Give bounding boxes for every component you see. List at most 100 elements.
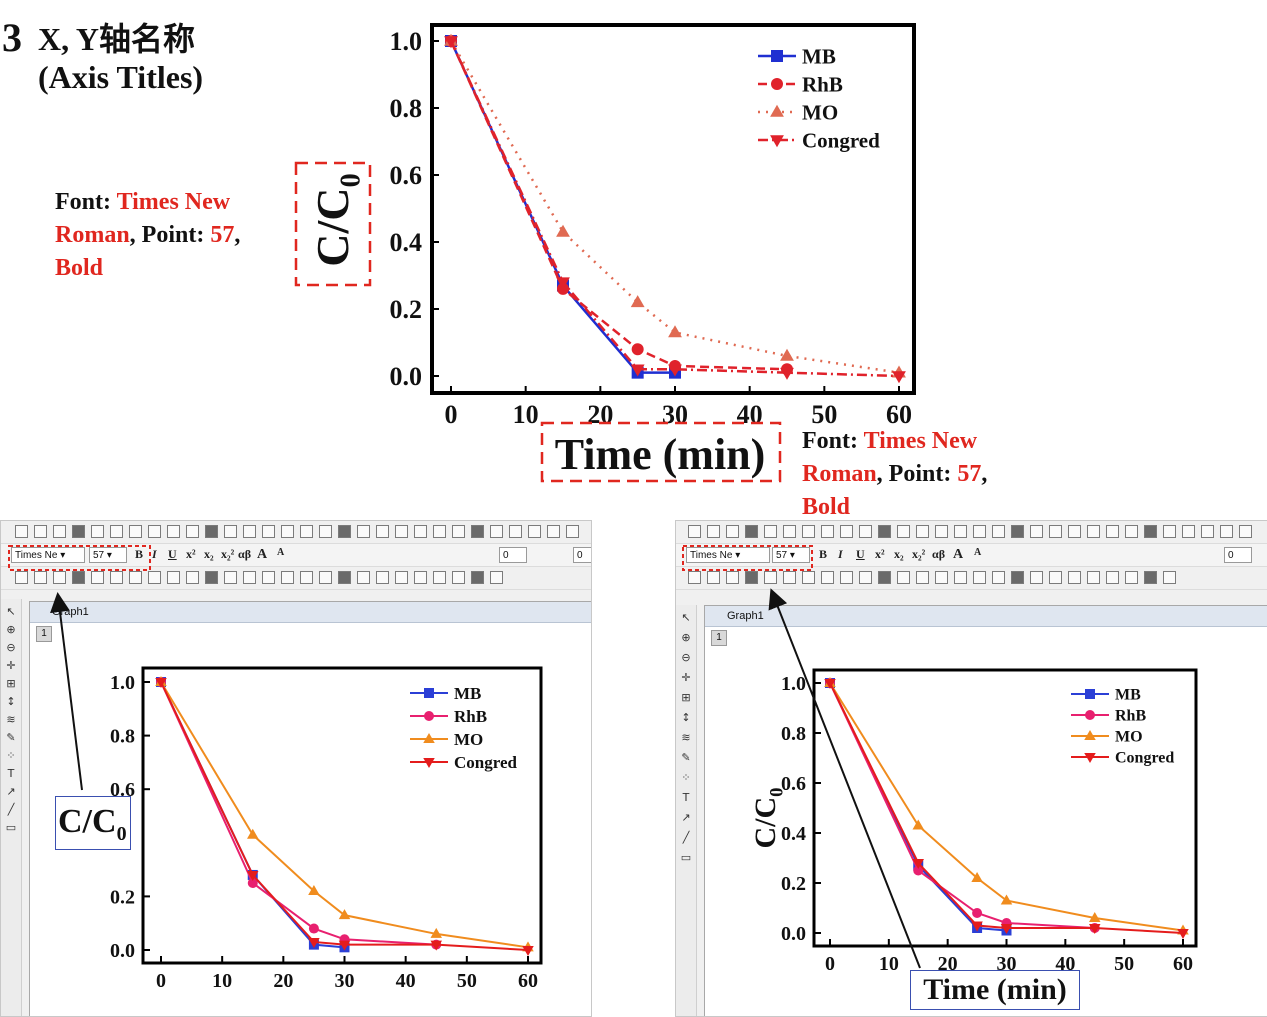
toolbar-button-icon[interactable] xyxy=(916,525,929,538)
toolbar-button-icon[interactable] xyxy=(167,571,180,584)
toolbar-button-icon[interactable] xyxy=(452,525,465,538)
toolbar-button-icon[interactable] xyxy=(1068,525,1081,538)
grow-font-button[interactable]: A xyxy=(953,547,964,562)
toolbar-button-icon[interactable] xyxy=(1144,571,1157,584)
italic-button[interactable]: I xyxy=(838,547,843,561)
toolbar-button-icon[interactable] xyxy=(764,571,777,584)
supsub-button[interactable]: x₂² xyxy=(221,547,235,561)
toolbar-button-icon[interactable] xyxy=(357,525,370,538)
toolbar-button-icon[interactable] xyxy=(433,571,446,584)
toolbar-button-icon[interactable] xyxy=(566,525,579,538)
toolbar-button-icon[interactable] xyxy=(726,571,739,584)
superscript-button[interactable]: x² xyxy=(186,547,196,561)
toolbar-button-icon[interactable] xyxy=(764,525,777,538)
toolbar-button-icon[interactable] xyxy=(859,571,872,584)
underline-button[interactable]: U xyxy=(856,547,865,561)
toolbar-button-icon[interactable] xyxy=(973,571,986,584)
line-tool-icon[interactable]: ╱ xyxy=(7,803,15,816)
superscript-button[interactable]: x² xyxy=(875,547,885,561)
toolbar-button-icon[interactable] xyxy=(148,571,161,584)
toolbar-button-icon[interactable] xyxy=(205,525,218,538)
toolbar-button-icon[interactable] xyxy=(1163,525,1176,538)
toolbar-button-icon[interactable] xyxy=(414,525,427,538)
toolbar-button-icon[interactable] xyxy=(72,525,85,538)
toolbar-button-icon[interactable] xyxy=(897,525,910,538)
toolbar-button-icon[interactable] xyxy=(1106,525,1119,538)
screen-reader-icon[interactable]: ✛ xyxy=(681,671,691,684)
zoom-out-icon[interactable]: ⊖ xyxy=(681,651,691,664)
toolbar-button-icon[interactable] xyxy=(300,525,313,538)
toolbar-button-icon[interactable] xyxy=(802,525,815,538)
toolbar-button-icon[interactable] xyxy=(148,525,161,538)
toolbar-button-icon[interactable] xyxy=(205,571,218,584)
toolbar-button-icon[interactable] xyxy=(821,525,834,538)
fill-select[interactable]: 0 xyxy=(573,547,591,563)
toolbar-button-icon[interactable] xyxy=(973,525,986,538)
toolbar-button-icon[interactable] xyxy=(1106,571,1119,584)
toolbar-button-icon[interactable] xyxy=(72,571,85,584)
toolbar-button-icon[interactable] xyxy=(1011,571,1024,584)
y-axis-title-box[interactable]: C/C0 xyxy=(55,796,131,850)
y-axis-title[interactable]: C/C0 xyxy=(749,788,788,849)
toolbar-button-icon[interactable] xyxy=(1030,525,1043,538)
line-tool-icon[interactable]: ╱ xyxy=(682,831,690,844)
toolbar-button-icon[interactable] xyxy=(281,525,294,538)
toolbar-button-icon[interactable] xyxy=(1125,525,1138,538)
italic-button[interactable]: I xyxy=(152,547,157,561)
toolbar-button-icon[interactable] xyxy=(262,571,275,584)
toolbar-button-icon[interactable] xyxy=(1220,525,1233,538)
toolbar-button-icon[interactable] xyxy=(1125,571,1138,584)
zoom-out-icon[interactable]: ⊖ xyxy=(6,641,16,654)
toolbar-button-icon[interactable] xyxy=(745,525,758,538)
toolbar-button-icon[interactable] xyxy=(243,571,256,584)
mask-icon[interactable]: ⁘ xyxy=(681,771,691,784)
toolbar-button-icon[interactable] xyxy=(414,571,427,584)
greek-button[interactable]: αβ xyxy=(238,547,252,561)
toolbar-button-icon[interactable] xyxy=(186,571,199,584)
shrink-font-button[interactable]: A xyxy=(277,547,285,558)
toolbar-button-icon[interactable] xyxy=(878,525,891,538)
data-selector-icon[interactable]: ⊞ xyxy=(6,677,16,690)
toolbar-button-icon[interactable] xyxy=(471,571,484,584)
data-reader-icon[interactable]: ↕ xyxy=(681,711,691,724)
toolbar-button-icon[interactable] xyxy=(376,571,389,584)
toolbar-button-icon[interactable] xyxy=(110,571,123,584)
toolbar-button-icon[interactable] xyxy=(224,571,237,584)
toolbar-button-icon[interactable] xyxy=(707,571,720,584)
toolbar-button-icon[interactable] xyxy=(840,525,853,538)
toolbar-button-icon[interactable] xyxy=(840,571,853,584)
arrow-tool-icon[interactable]: ↗ xyxy=(6,785,16,798)
toolbar-button-icon[interactable] xyxy=(1182,525,1195,538)
toolbar-button-icon[interactable] xyxy=(338,571,351,584)
toolbar-button-icon[interactable] xyxy=(357,571,370,584)
toolbar-button-icon[interactable] xyxy=(243,525,256,538)
arrow-tool-icon[interactable]: ↗ xyxy=(681,811,691,824)
data-selector-icon[interactable]: ⊞ xyxy=(681,691,691,704)
bold-button[interactable]: B xyxy=(135,547,144,561)
shrink-font-button[interactable]: A xyxy=(974,547,982,558)
toolbar-button-icon[interactable] xyxy=(935,571,948,584)
toolbar-button-icon[interactable] xyxy=(783,525,796,538)
toolbar-button-icon[interactable] xyxy=(916,571,929,584)
toolbar-button-icon[interactable] xyxy=(490,525,503,538)
layer-tab[interactable]: 1 xyxy=(36,626,52,642)
layer-tab[interactable]: 1 xyxy=(711,630,727,646)
toolbar-button-icon[interactable] xyxy=(376,525,389,538)
zoom-in-icon[interactable]: ⊕ xyxy=(681,631,691,644)
toolbar-button-icon[interactable] xyxy=(935,525,948,538)
x-axis-title-box[interactable]: Time (min) xyxy=(910,970,1080,1010)
toolbar-button-icon[interactable] xyxy=(707,525,720,538)
zoom-in-icon[interactable]: ⊕ xyxy=(6,623,16,636)
subscript-button[interactable]: x₂ xyxy=(204,547,214,561)
data-reader-icon[interactable]: ↕ xyxy=(6,695,16,708)
toolbar-button-icon[interactable] xyxy=(821,571,834,584)
toolbar-button-icon[interactable] xyxy=(490,571,503,584)
toolbar-button-icon[interactable] xyxy=(53,525,66,538)
rectangle-tool-icon[interactable]: ▭ xyxy=(5,821,17,834)
region-icon[interactable]: ≋ xyxy=(681,731,691,744)
y-axis-title[interactable]: C/C0 xyxy=(307,173,367,267)
font-size-select[interactable]: 57 ▾ xyxy=(772,547,810,563)
toolbar-button-icon[interactable] xyxy=(1049,571,1062,584)
toolbar-button-icon[interactable] xyxy=(338,525,351,538)
toolbar-button-icon[interactable] xyxy=(1087,525,1100,538)
